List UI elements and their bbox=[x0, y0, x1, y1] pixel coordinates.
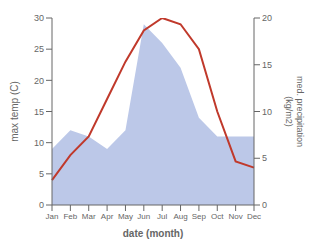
svg-text:Feb: Feb bbox=[63, 212, 77, 221]
svg-text:med. precipitation: med. precipitation bbox=[295, 76, 305, 147]
svg-text:Sep: Sep bbox=[192, 212, 207, 221]
svg-text:30: 30 bbox=[34, 13, 44, 23]
svg-text:Aug: Aug bbox=[173, 212, 187, 221]
svg-text:0: 0 bbox=[262, 200, 267, 210]
svg-text:15: 15 bbox=[34, 107, 44, 117]
svg-text:10: 10 bbox=[262, 107, 272, 117]
svg-text:Dec: Dec bbox=[247, 212, 261, 221]
svg-text:5: 5 bbox=[39, 169, 44, 179]
svg-text:Nov: Nov bbox=[229, 212, 243, 221]
svg-text:Oct: Oct bbox=[211, 212, 224, 221]
svg-text:0: 0 bbox=[39, 200, 44, 210]
svg-text:15: 15 bbox=[262, 60, 272, 70]
svg-text:(kg/m2): (kg/m2) bbox=[284, 96, 294, 127]
svg-text:Jun: Jun bbox=[137, 212, 150, 221]
svg-text:max temp (C): max temp (C) bbox=[9, 81, 20, 142]
svg-text:5: 5 bbox=[262, 153, 267, 163]
svg-text:20: 20 bbox=[34, 76, 44, 86]
svg-text:10: 10 bbox=[34, 138, 44, 148]
svg-text:May: May bbox=[118, 212, 133, 221]
svg-text:25: 25 bbox=[34, 44, 44, 54]
svg-text:date (month): date (month) bbox=[123, 228, 184, 239]
svg-text:Jan: Jan bbox=[46, 212, 59, 221]
svg-text:Mar: Mar bbox=[82, 212, 96, 221]
svg-text:Jul: Jul bbox=[157, 212, 167, 221]
svg-text:Apr: Apr bbox=[101, 212, 114, 221]
svg-text:20: 20 bbox=[262, 13, 272, 23]
